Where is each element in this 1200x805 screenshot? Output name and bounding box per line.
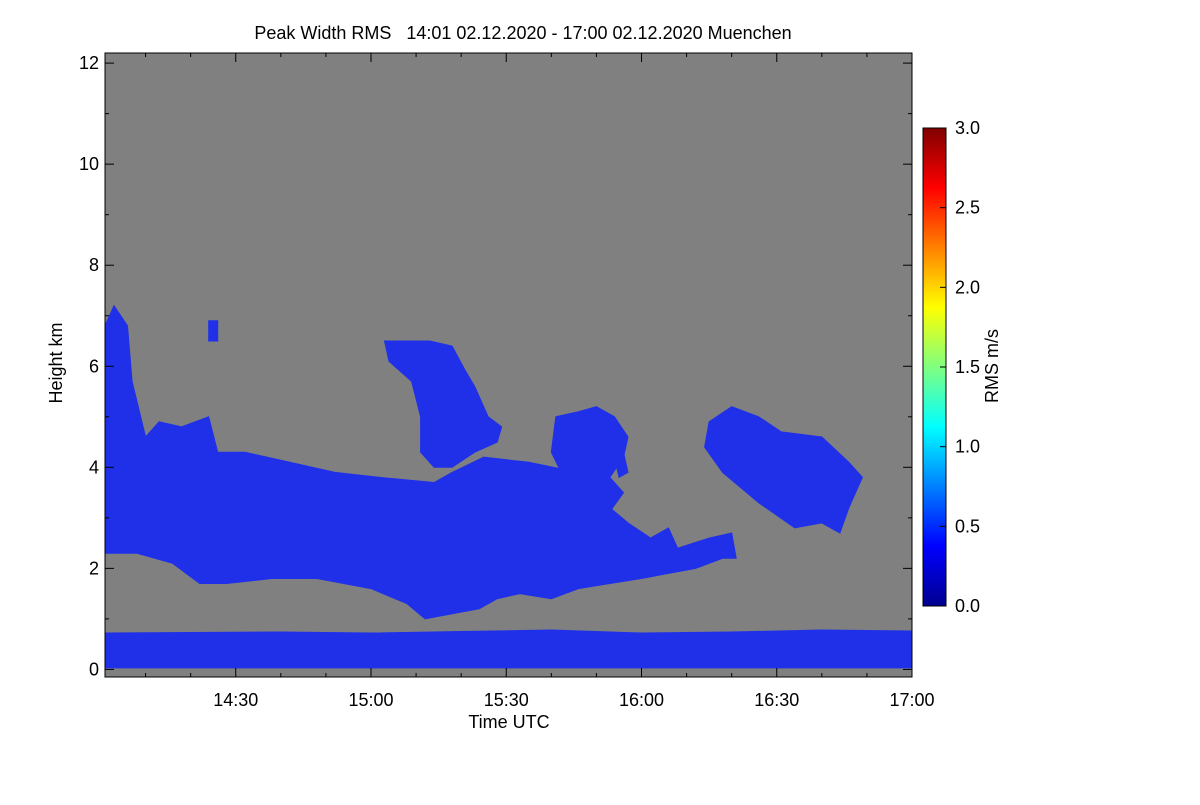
colorbar-tick-label: 2.0 bbox=[955, 277, 980, 297]
x-axis: 14:30 15:00 15:30 16:00 16:30 17:00 bbox=[145, 53, 935, 710]
y-tick-label: 4 bbox=[89, 457, 99, 477]
cloud-region-upper-cell bbox=[383, 340, 503, 468]
x-tick-label: 17:00 bbox=[889, 690, 934, 710]
cloud-region-fragment-c bbox=[613, 451, 629, 479]
colorbar-tick-label: 0.5 bbox=[955, 516, 980, 536]
chart-title: Peak Width RMS 14:01 02.12.2020 - 17:00 … bbox=[254, 23, 791, 43]
cloud-echo-regions bbox=[104, 304, 913, 669]
x-tick-label: 15:00 bbox=[348, 690, 393, 710]
x-tick-label: 14:30 bbox=[213, 690, 258, 710]
y-tick-label: 6 bbox=[89, 356, 99, 376]
x-tick-label: 16:30 bbox=[754, 690, 799, 710]
cloud-region-boundary-layer bbox=[104, 629, 913, 669]
cloud-region-east-cell bbox=[704, 406, 863, 534]
cloud-region-small-cell-a bbox=[577, 507, 620, 534]
colorbar-tick-label: 2.5 bbox=[955, 198, 980, 218]
colorbar-tick-label: 0.0 bbox=[955, 596, 980, 616]
y-axis: 0 2 4 6 8 10 12 bbox=[79, 53, 912, 679]
colorbar-axis: 0.0 0.5 1.0 1.5 2.0 2.5 3.0 bbox=[940, 118, 980, 616]
colorbar-label: RMS m/s bbox=[982, 329, 1002, 403]
y-tick-label: 12 bbox=[79, 53, 99, 73]
x-tick-label: 15:30 bbox=[484, 690, 529, 710]
y-tick-label: 10 bbox=[79, 154, 99, 174]
cloud-region-main-layer bbox=[104, 304, 737, 620]
plot-frame bbox=[104, 52, 913, 678]
colorbar-tick-label: 1.0 bbox=[955, 437, 980, 457]
x-axis-label: Time UTC bbox=[468, 712, 549, 732]
y-tick-label: 8 bbox=[89, 255, 99, 275]
colorbar-tick-label: 1.5 bbox=[955, 357, 980, 377]
y-axis-label: Height km bbox=[46, 322, 66, 403]
y-tick-label: 2 bbox=[89, 558, 99, 578]
y-tick-label: 0 bbox=[89, 659, 99, 679]
cloud-region-fragment-b bbox=[208, 320, 219, 342]
colorbar-tick-label: 3.0 bbox=[955, 118, 980, 138]
x-tick-label: 16:00 bbox=[619, 690, 664, 710]
